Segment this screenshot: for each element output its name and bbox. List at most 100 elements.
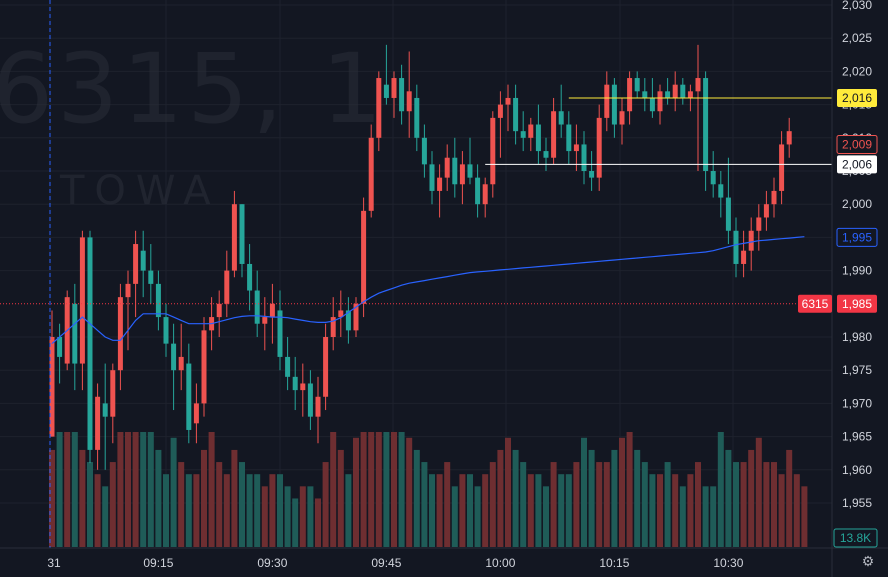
candle[interactable] — [695, 44, 701, 171]
candle[interactable] — [383, 44, 389, 105]
candle[interactable] — [414, 84, 420, 152]
settings-gear-icon[interactable]: ⚙ — [861, 553, 875, 569]
candle[interactable] — [475, 164, 481, 218]
candle[interactable] — [133, 230, 139, 318]
candle[interactable] — [163, 303, 169, 357]
candle[interactable] — [665, 78, 671, 105]
candle[interactable] — [148, 244, 154, 304]
candle[interactable] — [201, 317, 207, 417]
candle[interactable] — [710, 151, 716, 198]
candle[interactable] — [117, 283, 123, 391]
candle[interactable] — [338, 290, 344, 337]
candle[interactable] — [307, 370, 313, 430]
candle[interactable] — [353, 297, 359, 337]
candle[interactable] — [315, 376, 321, 444]
candle[interactable] — [292, 356, 298, 411]
candle[interactable] — [733, 217, 739, 278]
candle[interactable] — [247, 244, 253, 311]
candle[interactable] — [756, 204, 762, 251]
candle[interactable] — [49, 310, 55, 437]
candle[interactable] — [596, 104, 602, 191]
horizontal-levels[interactable] — [485, 97, 832, 165]
candle[interactable] — [771, 177, 777, 218]
volume-bar — [79, 449, 86, 547]
candle[interactable] — [657, 84, 663, 125]
candle[interactable] — [224, 250, 230, 318]
candle[interactable] — [611, 78, 617, 138]
candle[interactable] — [300, 363, 306, 417]
candle[interactable] — [763, 190, 769, 231]
candle[interactable] — [262, 297, 268, 351]
candle[interactable] — [102, 363, 108, 470]
candle[interactable] — [452, 137, 458, 198]
candle[interactable] — [779, 131, 785, 205]
candle[interactable] — [566, 111, 572, 165]
candle[interactable] — [323, 323, 329, 411]
candle[interactable] — [140, 230, 146, 298]
candle[interactable] — [171, 323, 177, 411]
candle[interactable] — [231, 190, 237, 278]
volume-bar — [436, 474, 443, 547]
candlesticks[interactable] — [49, 44, 792, 470]
candle[interactable] — [703, 71, 709, 191]
candle[interactable] — [178, 323, 184, 391]
candle[interactable] — [490, 111, 496, 198]
candle[interactable] — [376, 71, 382, 152]
candle[interactable] — [748, 217, 754, 271]
candle[interactable] — [72, 283, 78, 391]
candle[interactable] — [186, 343, 192, 444]
candle[interactable] — [368, 124, 374, 218]
candle[interactable] — [604, 71, 610, 132]
candle[interactable] — [725, 157, 731, 245]
candle[interactable] — [528, 117, 534, 152]
candle[interactable] — [634, 71, 640, 98]
candle[interactable] — [543, 137, 549, 171]
candle[interactable] — [155, 270, 161, 331]
candle[interactable] — [589, 151, 595, 191]
candle[interactable] — [421, 124, 427, 178]
candle[interactable] — [459, 151, 465, 205]
candle[interactable] — [79, 230, 85, 391]
candle[interactable] — [406, 51, 412, 138]
candle[interactable] — [642, 78, 648, 112]
candle[interactable] — [551, 97, 557, 165]
candle[interactable] — [444, 144, 450, 191]
candle[interactable] — [513, 84, 519, 145]
candle[interactable] — [535, 104, 541, 165]
candle[interactable] — [558, 84, 564, 138]
candle[interactable] — [269, 283, 275, 344]
candle[interactable] — [437, 164, 443, 218]
candle[interactable] — [680, 78, 686, 105]
candle[interactable] — [581, 131, 587, 185]
candle[interactable] — [391, 71, 397, 118]
candle[interactable] — [285, 337, 291, 391]
candle[interactable] — [718, 171, 724, 218]
candle[interactable] — [361, 197, 367, 318]
candle[interactable] — [345, 297, 351, 344]
candle[interactable] — [619, 97, 625, 145]
candle[interactable] — [520, 111, 526, 152]
candle[interactable] — [110, 363, 116, 444]
candle[interactable] — [57, 323, 63, 384]
candle[interactable] — [467, 137, 473, 185]
candle[interactable] — [193, 383, 199, 444]
candle[interactable] — [505, 84, 511, 132]
candle[interactable] — [254, 270, 260, 337]
price-axis[interactable]: 1,955 1,960 1,965 1,970 1,975 1,980 1,990 1,995… — [842, 0, 872, 510]
candle[interactable] — [95, 383, 101, 470]
candle[interactable] — [786, 117, 792, 158]
candle[interactable] — [741, 230, 747, 278]
candle[interactable] — [429, 151, 435, 205]
candle[interactable] — [239, 204, 245, 278]
candle[interactable] — [672, 71, 678, 112]
candle[interactable] — [482, 177, 488, 218]
candle[interactable] — [216, 290, 222, 337]
candle[interactable] — [330, 297, 336, 351]
candle[interactable] — [399, 64, 405, 125]
candle[interactable] — [497, 91, 503, 158]
candle[interactable] — [125, 270, 131, 351]
candle[interactable] — [87, 230, 93, 464]
candle[interactable] — [573, 124, 579, 171]
